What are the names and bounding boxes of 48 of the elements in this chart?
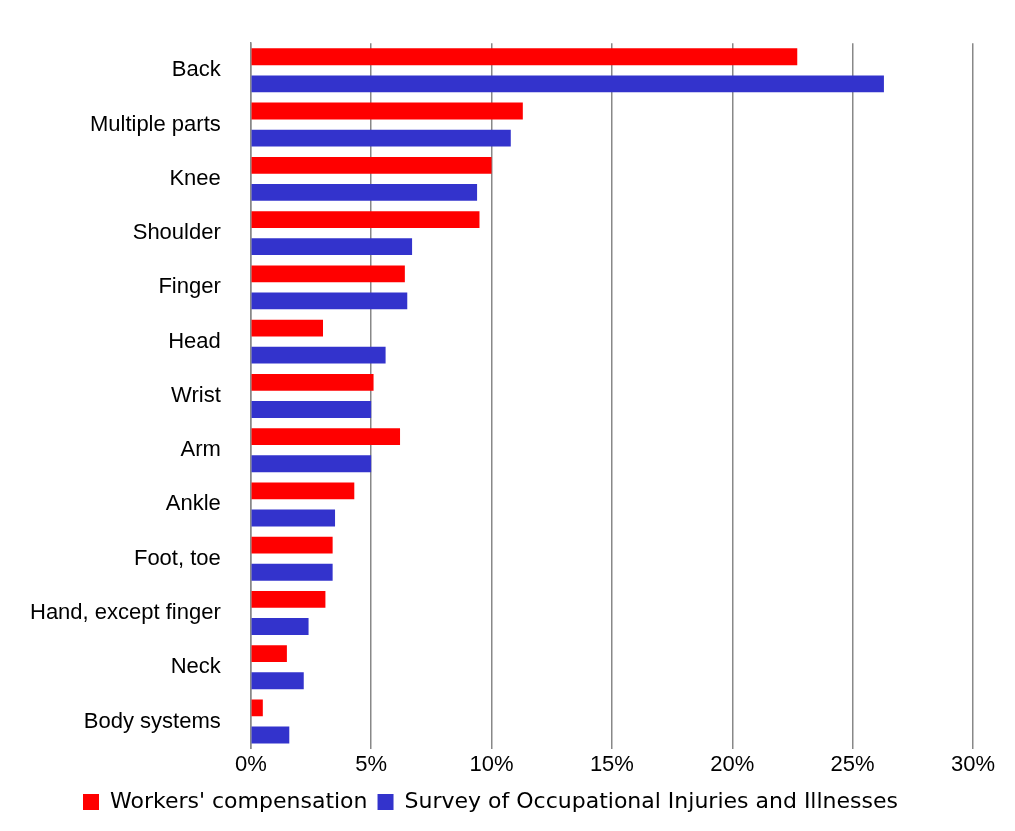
- bar: [251, 129, 511, 147]
- bar: [251, 482, 355, 500]
- bar: [251, 618, 309, 635]
- bar: [251, 536, 333, 554]
- y-tick-label: Neck: [170, 653, 222, 679]
- x-tick-label: 20%: [710, 750, 755, 776]
- y-tick-label: Knee: [169, 164, 221, 190]
- bar: [251, 699, 263, 717]
- bar: [251, 102, 523, 120]
- bar: [251, 726, 290, 744]
- y-tick-label: Hand, except finger: [30, 599, 221, 625]
- y-tick-label: Foot, toe: [133, 544, 221, 570]
- bar: [251, 373, 374, 391]
- y-tick-label: Shoulder: [132, 219, 221, 245]
- y-tick-label: Multiple parts: [89, 110, 221, 136]
- bar: [251, 211, 480, 228]
- x-tick-label: 15%: [589, 750, 634, 776]
- y-tick-label: Back: [171, 56, 222, 82]
- bar: [251, 48, 798, 66]
- bar: [251, 75, 884, 93]
- y-tick-label: Finger: [158, 273, 221, 299]
- y-tick-label: Wrist: [171, 381, 221, 407]
- bar: [251, 319, 323, 337]
- x-tick-label: 30%: [950, 750, 996, 776]
- y-tick-label: Head: [168, 327, 221, 353]
- bar: [251, 563, 333, 581]
- legend-label: Survey of Occupational Injuries and Illnesses: [404, 787, 899, 813]
- bar: [251, 672, 304, 690]
- bar: [251, 401, 372, 418]
- bar: [251, 292, 408, 310]
- y-tick-label: Body systems: [83, 707, 221, 733]
- bar: [251, 346, 386, 364]
- bar: [251, 645, 287, 663]
- bar: [251, 509, 336, 527]
- bar: [251, 156, 492, 174]
- x-tick-label: 10%: [469, 750, 514, 776]
- bar: [251, 590, 326, 608]
- y-tick-label: Ankle: [165, 490, 221, 516]
- x-tick-label: 0%: [234, 750, 267, 776]
- x-tick-label: 25%: [830, 750, 875, 776]
- y-tick-label: Arm: [180, 436, 221, 462]
- x-tick-label: 5%: [355, 750, 388, 776]
- bar: [251, 265, 405, 283]
- bar: [251, 428, 401, 446]
- bar: [251, 238, 413, 256]
- bar: [251, 184, 478, 201]
- legend-label: Workers' compensation: [110, 787, 368, 813]
- bar: [251, 455, 372, 473]
